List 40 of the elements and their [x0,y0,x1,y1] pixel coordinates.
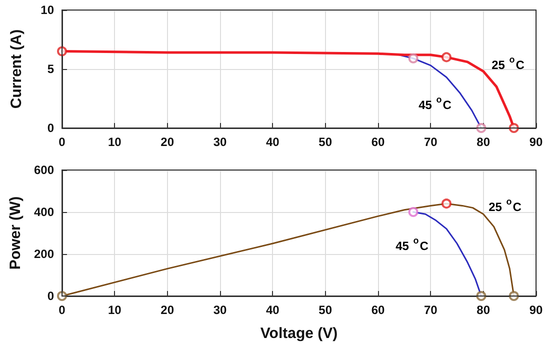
x-tick-label: 20 [160,135,174,149]
y-tick-label: 400 [34,205,54,219]
point [476,291,486,301]
x-tick-label: 0 [58,135,66,149]
x-tick-label: 80 [476,135,490,149]
y-tick-label: 0 [47,121,54,135]
x-axis-title: Voltage (V) [260,325,338,342]
x-tick-label: 50 [318,135,332,149]
x-tick-label: 30 [213,303,227,317]
x-tick-label: 0 [58,303,66,317]
x-tick-label: 70 [424,135,438,149]
y-tick-label: 0 [47,289,54,303]
x-tick-label: 10 [108,135,122,149]
y-tick-label: 600 [34,163,54,177]
y-axis-title: Current (A) [8,29,25,109]
x-tick-label: 80 [476,303,490,317]
x-tick-label: 30 [213,135,227,149]
y-tick-label: 200 [34,247,54,261]
x-tick-label: 90 [529,135,543,149]
point [57,291,67,301]
x-tick-label: 90 [529,303,543,317]
x-tick-label: 20 [160,303,174,317]
y-tick-label: 5 [47,62,54,76]
x-tick-label: 70 [424,303,438,317]
point [408,53,418,64]
x-tick-label: 10 [108,303,122,317]
point [508,291,519,301]
point [508,123,519,133]
point [441,52,452,62]
point [476,123,486,133]
point [408,207,418,217]
x-tick-label: 40 [266,303,280,317]
x-tick-label: 60 [371,303,385,317]
point [57,46,67,56]
x-tick-label: 40 [266,135,280,149]
point [441,198,452,209]
x-tick-label: 60 [371,135,385,149]
y-axis-title: Power (W) [7,196,24,270]
x-tick-label: 50 [318,303,332,317]
y-tick-label: 10 [40,3,54,17]
